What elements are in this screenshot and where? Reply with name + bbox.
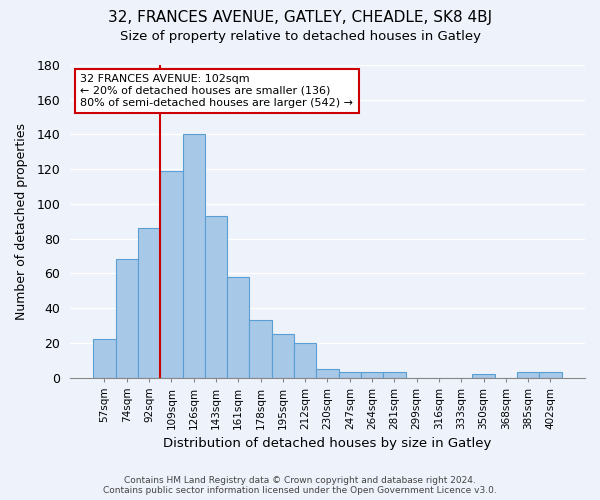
Y-axis label: Number of detached properties: Number of detached properties [15, 123, 28, 320]
Bar [361, 372, 383, 378]
Bar [517, 372, 539, 378]
Bar [182, 134, 205, 378]
Text: Size of property relative to detached houses in Gatley: Size of property relative to detached ho… [119, 30, 481, 43]
X-axis label: Distribution of detached houses by size in Gatley: Distribution of detached houses by size … [163, 437, 491, 450]
Bar [250, 320, 272, 378]
Bar [205, 216, 227, 378]
Bar [316, 369, 338, 378]
Bar [294, 343, 316, 378]
Bar [138, 228, 160, 378]
Bar [272, 334, 294, 378]
Bar [116, 260, 138, 378]
Bar [338, 372, 361, 378]
Text: Contains HM Land Registry data © Crown copyright and database right 2024.
Contai: Contains HM Land Registry data © Crown c… [103, 476, 497, 495]
Bar [472, 374, 494, 378]
Bar [94, 340, 116, 378]
Text: 32 FRANCES AVENUE: 102sqm
← 20% of detached houses are smaller (136)
80% of semi: 32 FRANCES AVENUE: 102sqm ← 20% of detac… [80, 74, 353, 108]
Text: 32, FRANCES AVENUE, GATLEY, CHEADLE, SK8 4BJ: 32, FRANCES AVENUE, GATLEY, CHEADLE, SK8… [108, 10, 492, 25]
Bar [383, 372, 406, 378]
Bar [227, 277, 250, 378]
Bar [160, 171, 182, 378]
Bar [539, 372, 562, 378]
